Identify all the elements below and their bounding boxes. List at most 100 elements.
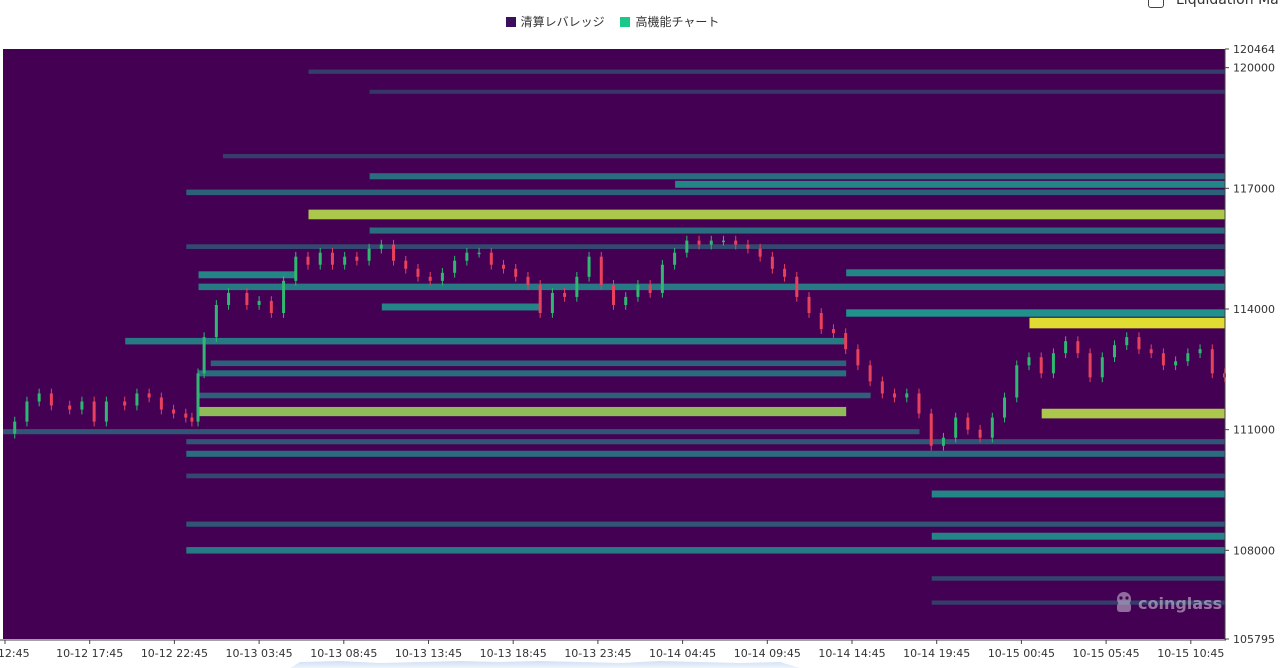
liquidation-map-toggle[interactable]: Liquidation Map: [1148, 0, 1280, 8]
x-tick-label: 12 12:45: [0, 647, 30, 660]
candle-body: [68, 405, 72, 410]
candle-body: [1210, 349, 1214, 374]
legend-item-advanced-chart[interactable]: 高機能チャート: [620, 13, 719, 30]
liquidation-band: [186, 244, 1225, 249]
liquidation-band: [1041, 408, 1225, 419]
candle-body: [893, 393, 897, 398]
x-tick-label: 10-14 14:45: [818, 647, 885, 660]
candle-body: [343, 256, 347, 265]
candle-body: [1113, 345, 1117, 358]
candle-body: [990, 417, 994, 438]
candle-body: [392, 244, 396, 261]
candle-body: [795, 276, 799, 297]
candle-body: [685, 240, 689, 253]
navigator-area: [290, 661, 800, 668]
candle-body: [453, 260, 457, 273]
x-tick-label: 10-14 04:45: [649, 647, 716, 660]
liquidation-band: [210, 360, 847, 367]
candle-body: [202, 337, 206, 374]
x-tick-label: 10-13 18:45: [480, 647, 547, 660]
x-tick-label: 10-13 13:45: [395, 647, 462, 660]
candle-body: [905, 393, 909, 398]
candle-body: [428, 276, 432, 281]
liquidation-band: [198, 283, 1225, 291]
candle-body: [172, 409, 176, 414]
liquidation-band: [675, 180, 1225, 188]
legend: 清算レバレッジ 高機能チャート: [0, 13, 1225, 30]
y-tick-label: 111000: [1233, 424, 1275, 437]
candle-body: [123, 401, 127, 406]
liquidation-band: [846, 309, 1225, 317]
candle-body: [1076, 341, 1080, 354]
candle-body: [697, 240, 701, 245]
legend-item-leverage[interactable]: 清算レバレッジ: [505, 13, 605, 30]
price-candles: [13, 235, 1226, 451]
candle-body: [1186, 353, 1190, 362]
liquidation-band: [3, 429, 920, 435]
candle-body: [1027, 357, 1031, 366]
x-tick-label: 10-13 23:45: [564, 647, 631, 660]
candle-body: [917, 393, 921, 414]
candle-body: [783, 268, 787, 277]
candle-body: [104, 401, 108, 422]
candle-body: [1161, 353, 1165, 366]
x-tick-label: 10-14 09:45: [734, 647, 801, 660]
legend-label-leverage: 清算レバレッジ: [520, 15, 605, 29]
liquidation-band: [198, 392, 871, 399]
liquidation-band: [846, 269, 1225, 277]
x-tick-label: 10-12 17:45: [56, 647, 123, 660]
liquidation-band: [931, 576, 1225, 581]
candle-body: [673, 252, 677, 265]
candle-body: [599, 256, 603, 285]
liquidation-band: [369, 89, 1226, 94]
candle-body: [190, 417, 194, 422]
x-tick-label: 10-13 08:45: [310, 647, 377, 660]
candle-body: [514, 268, 518, 277]
liquidation-map-checkbox[interactable]: [1148, 0, 1164, 8]
candle-body: [1051, 353, 1055, 374]
candle-body: [807, 296, 811, 314]
candle-body: [306, 256, 310, 265]
candle-body: [941, 437, 945, 446]
candle-body: [868, 365, 872, 382]
liquidation-band: [308, 209, 1225, 220]
candle-body: [1015, 365, 1019, 398]
candle-body: [831, 329, 835, 334]
candle-body: [330, 252, 334, 265]
candle-body: [587, 256, 591, 277]
liquidation-band: [1029, 317, 1225, 329]
candle-body: [1039, 357, 1043, 374]
candle-body: [355, 256, 359, 261]
candle-body: [477, 252, 481, 255]
candle-body: [147, 393, 151, 398]
liquidation-band: [222, 154, 1225, 159]
candle-body: [954, 417, 958, 438]
x-tick-label: 10-14 19:45: [903, 647, 970, 660]
candle-body: [282, 280, 286, 314]
candle-body: [257, 300, 261, 305]
coinglass-logo-icon: [1117, 592, 1131, 612]
candle-body: [80, 401, 84, 410]
y-tick-label: 108000: [1233, 544, 1275, 557]
y-tick-label: 105795: [1233, 633, 1275, 646]
x-tick-label: 10-15 10:45: [1157, 647, 1224, 660]
candle-body: [966, 417, 970, 430]
liquidation-band: [186, 450, 1225, 457]
candle-body: [819, 313, 823, 330]
candle-body: [196, 373, 200, 422]
liquidation-band: [198, 271, 297, 279]
candle-body: [538, 284, 542, 314]
candle-body: [440, 272, 444, 281]
legend-swatch-advanced-chart: [620, 16, 631, 27]
y-tick-label: 120464: [1233, 43, 1275, 56]
candle-body: [416, 268, 420, 277]
candle-body: [575, 276, 579, 297]
candle-body: [184, 413, 188, 418]
candle-body: [1198, 349, 1202, 354]
candle-body: [502, 264, 506, 269]
candle-body: [245, 292, 249, 305]
candle-body: [636, 284, 640, 297]
candle-body: [49, 393, 53, 406]
liquidation-map-label: Liquidation Map: [1176, 0, 1280, 8]
